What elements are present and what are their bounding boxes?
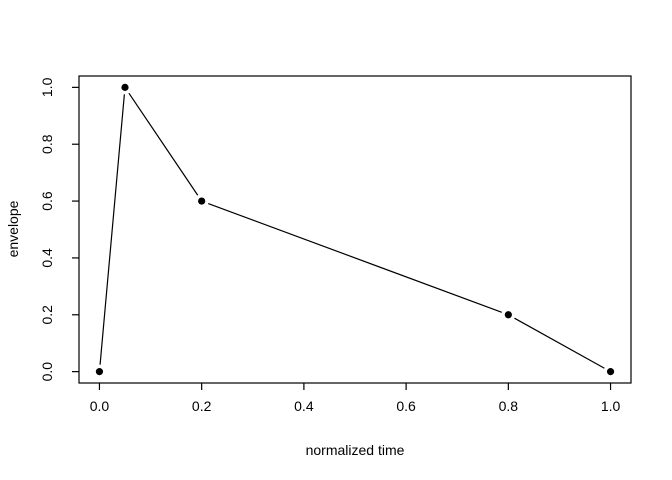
y-tick-label: 0.8 [39,134,55,154]
y-tick-label: 1.0 [39,77,55,97]
x-axis: 0.0 0.2 0.4 0.6 0.8 1.0 [90,383,621,414]
data-point [121,83,129,91]
x-tick-label: 0.8 [499,398,519,414]
data-point [95,368,104,376]
x-tick-label: 0.4 [294,398,314,414]
data-point [606,368,615,376]
data-point [198,197,206,205]
series-line-segment [208,202,502,313]
data-series [95,83,615,376]
x-tick-label: 0.6 [396,398,416,414]
y-tick-label: 0.2 [39,305,55,325]
y-tick-label: 0.0 [39,362,55,382]
y-tick-label: 0.6 [39,191,55,211]
x-axis-label: normalized time [306,442,405,458]
y-tick-label: 0.4 [39,248,55,268]
series-line-segment [514,317,605,369]
plot-box [78,75,632,384]
series-line-segment [128,92,199,196]
x-tick-label: 0.0 [90,398,110,414]
x-tick-label: 0.2 [192,398,212,414]
y-axis: 0.0 0.2 0.4 0.6 0.8 1.0 [39,77,79,381]
x-tick-label: 1.0 [601,398,621,414]
series-line-segment [99,94,125,365]
data-point [504,311,512,319]
y-axis-label: envelope [5,200,21,257]
